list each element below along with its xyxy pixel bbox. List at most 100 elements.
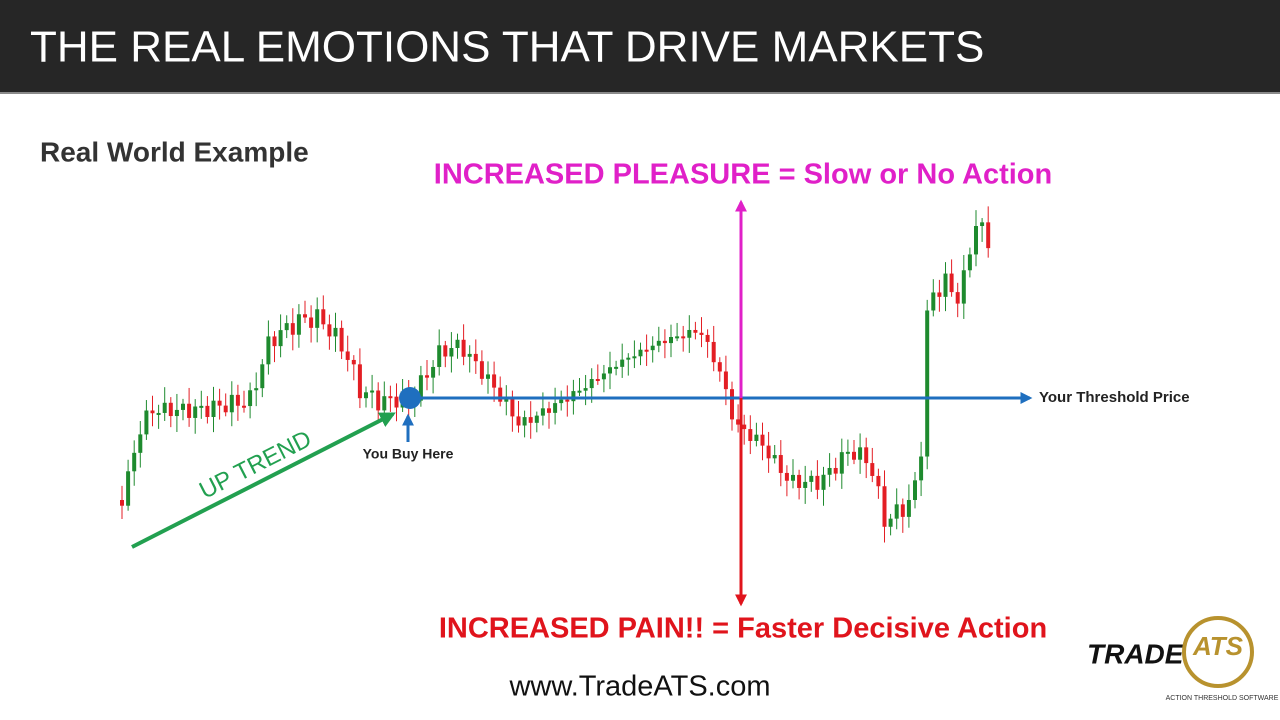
pain-label: INCREASED PAIN!! = Faster Decisive Actio… xyxy=(439,613,1047,645)
candle-body xyxy=(461,339,466,357)
candle-body xyxy=(296,314,301,335)
pleasure-label: INCREASED PLEASURE = Slow or No Action xyxy=(434,159,1052,191)
candle-body xyxy=(577,390,582,393)
candle-body xyxy=(382,396,387,411)
candle-body xyxy=(797,474,802,488)
candle-body xyxy=(229,394,234,413)
candle-body xyxy=(443,345,448,357)
candle-body xyxy=(272,336,277,347)
candle-body xyxy=(321,309,326,325)
candle-body xyxy=(309,317,314,328)
candle-body xyxy=(650,345,655,351)
candle-body xyxy=(565,399,570,402)
candle-body xyxy=(370,390,375,393)
candle-body xyxy=(717,362,722,372)
candle-body xyxy=(620,359,625,367)
candle-body xyxy=(528,417,533,423)
candle-body xyxy=(498,387,503,402)
candle-body xyxy=(199,405,204,408)
candle-body xyxy=(888,518,893,527)
candle-body xyxy=(882,486,887,527)
candle-body xyxy=(571,391,576,402)
candle-body xyxy=(583,388,588,391)
candle-body xyxy=(260,364,265,389)
candle-body xyxy=(943,273,948,297)
candle-body xyxy=(784,472,789,481)
trend-label: UP TREND xyxy=(195,425,316,504)
candle-body xyxy=(608,367,612,374)
candle-body xyxy=(266,336,271,365)
candle-body xyxy=(449,348,454,357)
candle-body xyxy=(736,419,741,425)
candle-body xyxy=(242,405,246,408)
candle-body xyxy=(644,349,649,352)
candle-body xyxy=(339,327,344,352)
candle-body xyxy=(937,292,942,297)
candle-body xyxy=(809,475,814,482)
candle-body xyxy=(376,390,381,411)
candle-body xyxy=(821,474,826,490)
candle-body xyxy=(900,504,905,517)
candle-body xyxy=(980,222,985,227)
candle-body xyxy=(345,351,350,360)
candle-body xyxy=(540,408,545,416)
candle-body xyxy=(388,396,393,399)
candle-body xyxy=(425,375,429,378)
candle-body xyxy=(156,412,161,415)
candle-body xyxy=(772,455,777,459)
candle-body xyxy=(217,400,222,406)
candle-body xyxy=(742,424,747,430)
candle-body xyxy=(913,480,917,500)
candle-body xyxy=(974,226,978,255)
candle-body xyxy=(711,341,716,363)
title-rule xyxy=(0,92,1280,94)
candle-body xyxy=(120,500,124,506)
title-bar xyxy=(0,0,1280,93)
candle-body xyxy=(418,375,423,401)
candle-body xyxy=(955,292,960,304)
candle-body xyxy=(193,406,198,418)
candle-body xyxy=(473,353,478,362)
candle-body xyxy=(803,481,808,488)
candle-body xyxy=(925,310,930,457)
trend-arrow xyxy=(131,412,396,549)
candle-body xyxy=(754,434,759,441)
candle-body xyxy=(876,475,881,487)
candle-body xyxy=(553,403,558,413)
candle-body xyxy=(601,373,606,380)
candle-body xyxy=(778,455,783,473)
candle-body xyxy=(150,410,155,414)
candle-body xyxy=(248,390,253,407)
threshold-label: Your Threshold Price xyxy=(1039,389,1190,406)
candle-body xyxy=(949,273,954,293)
candle-body xyxy=(791,474,795,481)
candle-body xyxy=(723,371,728,390)
candle-body xyxy=(870,463,875,476)
candle-body xyxy=(126,471,131,506)
candle-body xyxy=(168,402,173,417)
candle-body xyxy=(504,399,509,402)
candle-body xyxy=(589,379,594,389)
candle-body xyxy=(687,329,692,338)
candle-body xyxy=(492,374,497,388)
candle-body xyxy=(931,292,936,311)
candle-body xyxy=(223,405,228,413)
candle-body xyxy=(364,392,368,399)
candle-body xyxy=(205,405,210,418)
candle-body xyxy=(431,366,436,378)
candle-body xyxy=(833,467,838,474)
candle-body xyxy=(967,254,972,271)
candle-body xyxy=(626,357,631,360)
candle-body xyxy=(705,334,710,342)
candle-body xyxy=(638,349,643,357)
candle-body xyxy=(235,394,240,406)
candle-body xyxy=(132,452,137,472)
candle-body xyxy=(522,417,527,426)
candle-body xyxy=(906,499,911,517)
candle-body xyxy=(278,330,283,347)
candle-body xyxy=(144,410,149,435)
candle-body xyxy=(333,327,338,337)
candlesticks xyxy=(120,206,991,543)
logo-text: TRADE xyxy=(1087,638,1185,669)
candle-body xyxy=(827,467,832,475)
